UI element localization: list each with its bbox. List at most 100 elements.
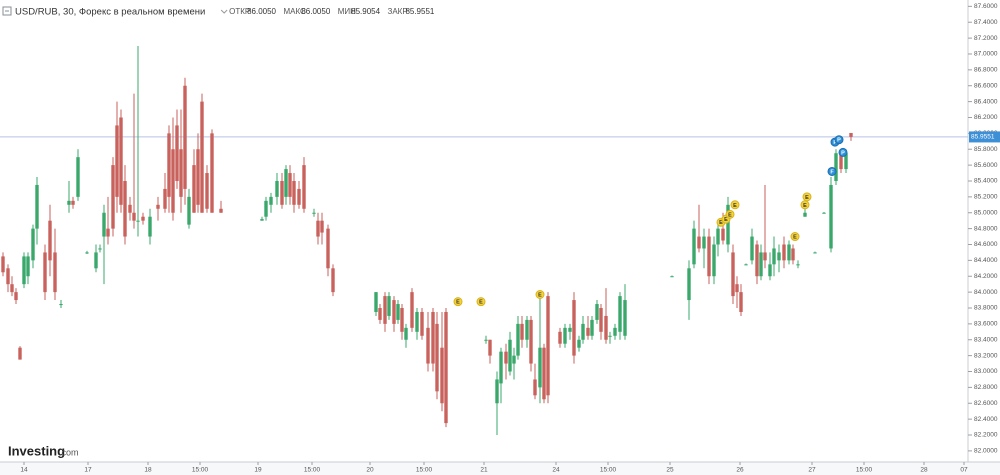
y-tick-label: 87.6000 [974,3,998,10]
y-tick-label: 87.4000 [974,19,998,26]
candle-body [777,252,781,261]
candle-body [128,204,132,213]
candle-body [772,248,776,265]
x-tick-label: 15:00 [416,467,433,474]
y-tick-label: 85.0000 [974,209,998,216]
candle-body [763,252,767,261]
candle-body [834,153,838,181]
event-label: F [830,169,834,175]
candle-body [383,296,387,324]
x-tick-label: 19 [254,467,262,474]
candle-body [558,331,562,344]
candle-body [599,308,603,332]
event-marker [838,147,848,157]
candle-body [14,292,18,301]
candle-body [98,248,102,250]
candle-body [529,319,533,364]
event-label: F [833,140,837,146]
y-tick-label: 82.0000 [974,448,998,455]
y-tick-label: 86.4000 [974,98,998,105]
candle-body [31,228,35,261]
candle-body [512,355,516,364]
candle-body [59,304,63,306]
candle-body [670,276,674,278]
candle-body [35,184,39,229]
x-tick-label: 18 [144,467,152,474]
dropdown-arrow [220,9,228,14]
candle-body [297,188,301,205]
collapse-icon[interactable] [2,6,12,16]
candle-body [316,220,320,237]
candle-body [102,212,106,237]
y-tick-label: 83.0000 [974,368,998,375]
event-marker [725,209,735,219]
x-tick-label: 15:00 [600,467,617,474]
candle-body [280,180,284,205]
candle-body [326,228,330,269]
ohlc-value: 86.0050 [247,7,276,16]
candle-body [484,339,488,341]
candle-body [563,327,567,344]
candle-body [782,244,786,261]
y-tick-label: 87.2000 [974,35,998,42]
last-price-label: 85.9551 [971,134,995,141]
y-tick-label: 83.8000 [974,305,998,312]
candle-body [22,256,26,285]
candle-body [331,268,335,293]
candle-body [533,379,537,396]
candle-body [759,252,763,277]
y-tick-label: 82.4000 [974,416,998,423]
y-tick-label: 85.2000 [974,194,998,201]
candle-body [136,220,140,222]
candle-body [595,304,599,320]
candle-body [269,196,273,205]
x-tick-label: 07 [960,467,968,474]
candle-body [171,149,175,213]
candle-body [192,165,196,213]
candle-body [525,319,529,340]
candle-body [499,351,503,384]
x-tick-label: 25 [666,467,674,474]
x-tick-label: 26 [736,467,744,474]
x-tick-label: 17 [84,467,92,474]
candle-body [813,252,817,254]
ohlc-label: МИН [338,7,356,16]
candle-body [692,228,696,265]
candle-body [187,196,191,225]
event-marker [730,200,740,210]
y-tick-label: 83.4000 [974,336,998,343]
candle-body [111,165,115,229]
candle-body [275,180,279,197]
logo-brand: Investing [8,443,65,458]
candle-body [687,268,691,301]
ohlc-value: 85.9054 [351,7,380,16]
event-marker [535,290,545,300]
candle-body [392,300,396,324]
event-label: E [728,212,732,218]
event-marker [802,192,812,202]
candle-body [568,327,572,332]
y-tick-label: 84.4000 [974,257,998,264]
candle-body [292,180,296,205]
candle-body [702,236,706,249]
candle-body [542,347,546,400]
event-label: E [793,235,797,241]
candle-body [148,216,152,237]
event-label: E [456,300,460,306]
event-label: P [841,150,845,156]
y-tick-label: 85.6000 [974,162,998,169]
y-tick-label: 86.2000 [974,114,998,121]
candle-body [156,204,160,209]
x-axis-strip [0,462,1000,475]
candle-body [67,200,71,205]
candle-body [76,157,80,197]
candle-body [604,315,608,340]
candle-body [768,264,772,277]
event-marker [790,232,800,242]
candle-body [572,300,576,356]
candle-body [721,228,725,241]
candle-body [613,327,617,336]
y-tick-label: 86.6000 [974,82,998,89]
